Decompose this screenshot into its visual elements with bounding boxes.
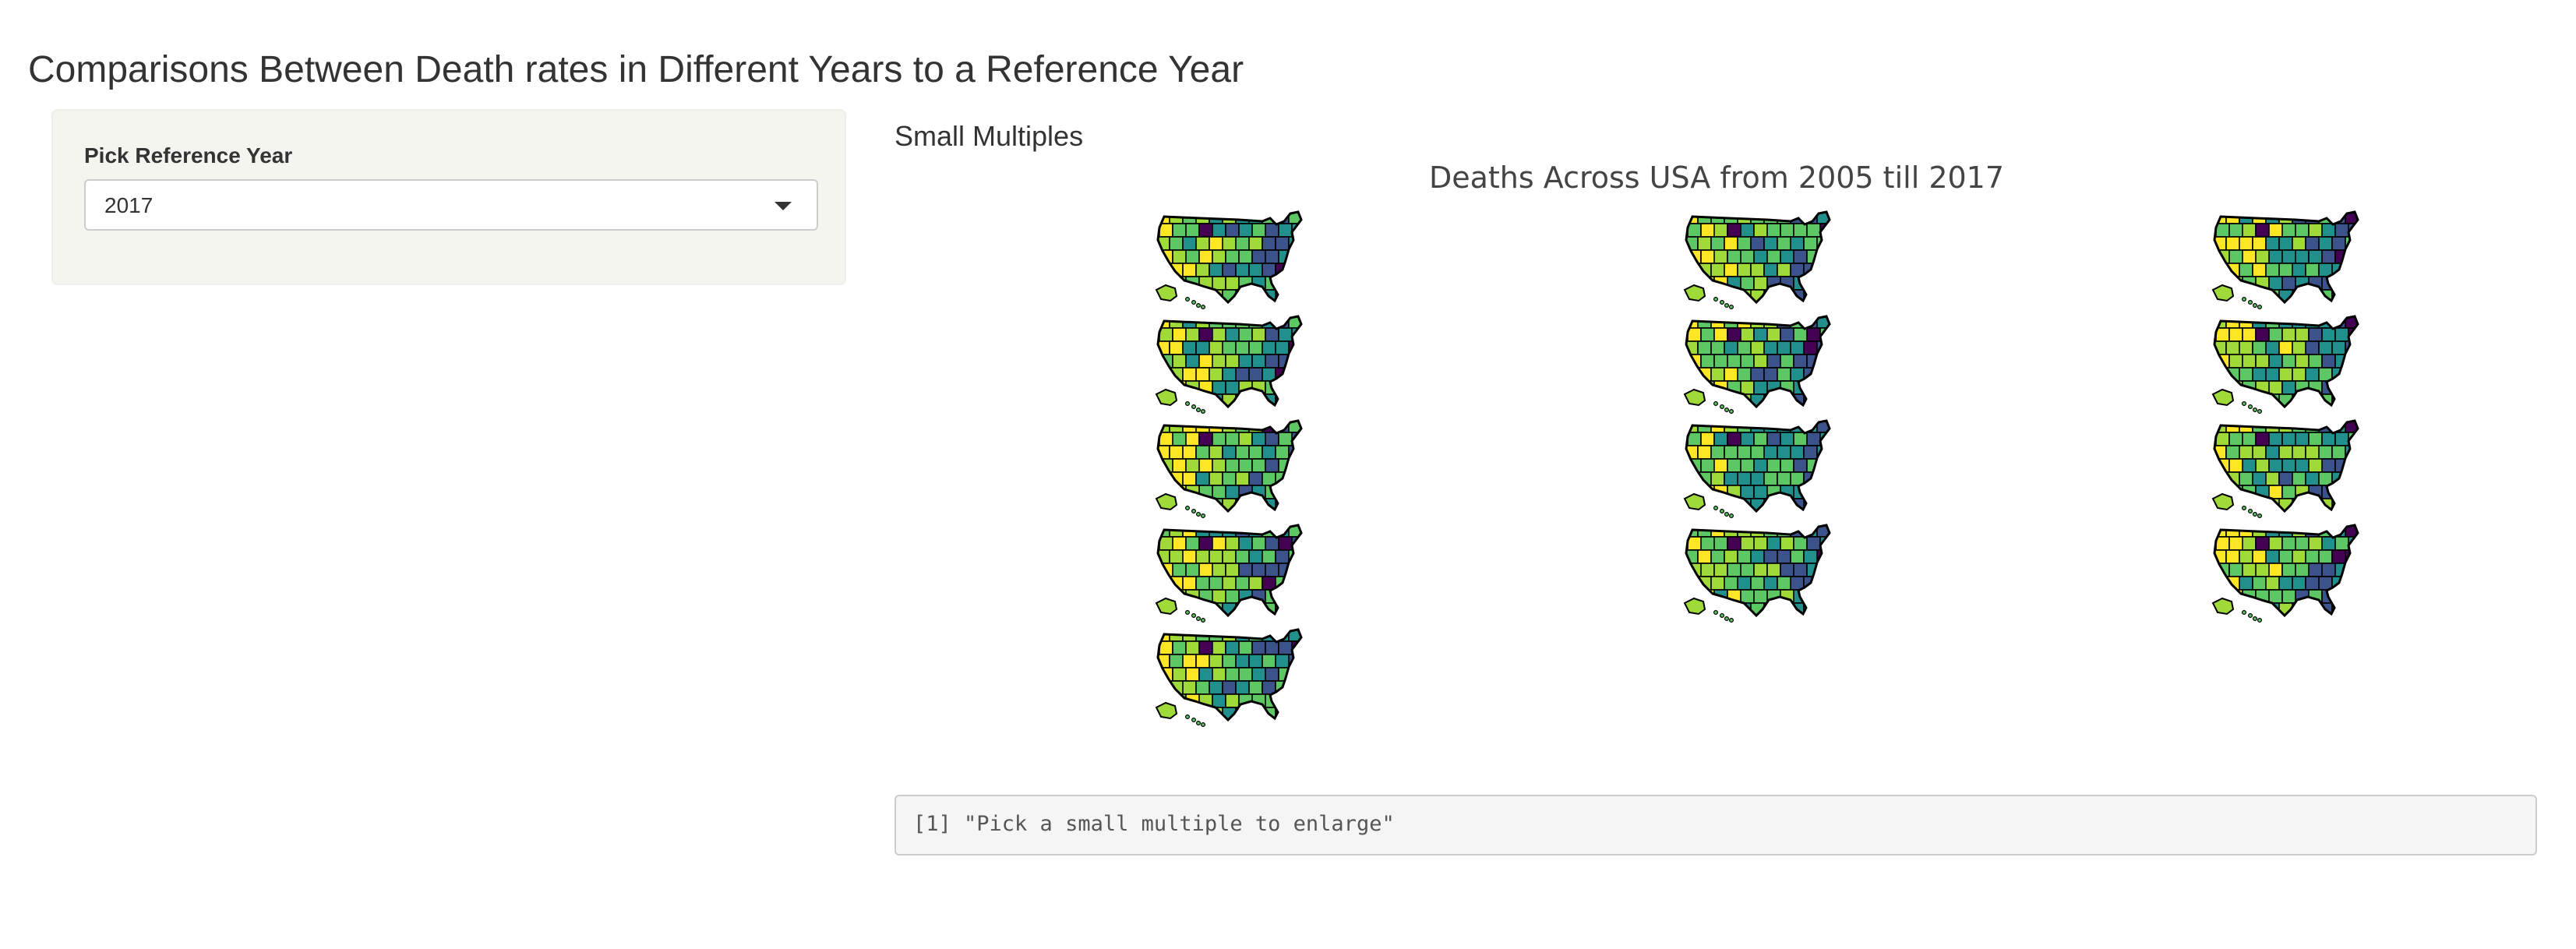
usa-map-icon xyxy=(1155,210,1303,309)
small-multiple-map[interactable] xyxy=(2210,418,2366,519)
small-multiple-map[interactable] xyxy=(2210,313,2366,415)
usa-map-icon xyxy=(1683,210,1831,309)
small-multiple-map[interactable] xyxy=(2210,209,2366,310)
small-multiple-map[interactable] xyxy=(1153,418,1309,519)
sidebar-panel: Pick Reference Year 2017 xyxy=(51,109,846,285)
usa-map-icon xyxy=(1155,524,1303,623)
usa-map-icon xyxy=(1683,315,1831,414)
usa-map-icon xyxy=(1155,628,1303,727)
usa-map-icon xyxy=(1683,524,1831,623)
usa-map-icon xyxy=(2211,315,2359,414)
small-multiples-heading: Small Multiples xyxy=(895,120,1084,152)
usa-map-icon xyxy=(1155,419,1303,518)
small-multiple-map[interactable] xyxy=(1681,209,1837,310)
usa-map-icon xyxy=(2211,210,2359,309)
caret-down-icon xyxy=(775,202,792,210)
reference-year-select[interactable]: 2017 xyxy=(84,179,818,231)
usa-map-icon xyxy=(1155,315,1303,414)
small-multiple-map[interactable] xyxy=(1153,313,1309,415)
small-multiple-map[interactable] xyxy=(2210,522,2366,623)
small-multiple-map[interactable] xyxy=(1153,522,1309,623)
reference-year-label: Pick Reference Year xyxy=(84,143,293,168)
usa-map-icon xyxy=(1683,419,1831,518)
small-multiple-map[interactable] xyxy=(1681,522,1837,623)
small-multiple-map[interactable] xyxy=(1681,313,1837,415)
small-multiple-map[interactable] xyxy=(1153,209,1309,310)
output-text: [1] "Pick a small multiple to enlarge" xyxy=(913,812,1395,836)
small-multiple-map[interactable] xyxy=(1681,418,1837,519)
small-multiple-map[interactable] xyxy=(1153,626,1309,728)
page-title: Comparisons Between Death rates in Diffe… xyxy=(28,49,1244,90)
reference-year-value: 2017 xyxy=(104,193,154,217)
usa-map-icon xyxy=(2211,524,2359,623)
usa-map-icon xyxy=(2211,419,2359,518)
plot-title: Deaths Across USA from 2005 till 2017 xyxy=(1428,161,2005,195)
output-box: [1] "Pick a small multiple to enlarge" xyxy=(895,795,2537,856)
